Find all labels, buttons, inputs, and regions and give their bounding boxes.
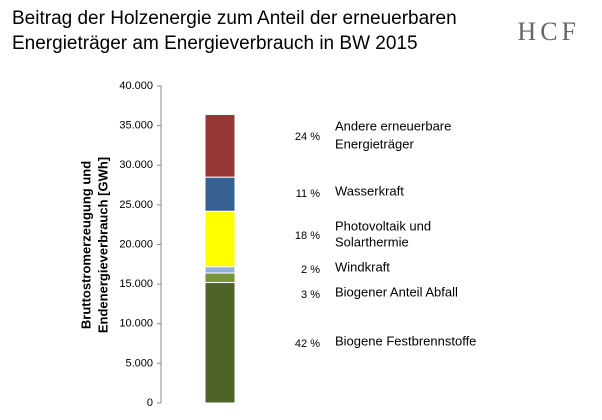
y-axis-title: Bruttostromerzeugung und Endenergieverbr…	[78, 157, 110, 333]
legend-share: 18 %	[295, 230, 320, 242]
legend-label: Solarthermie	[335, 234, 409, 249]
bar-segment	[204, 210, 236, 268]
y-tick-label: 35.000	[119, 120, 153, 132]
bar-segment	[204, 282, 236, 404]
legend-share: 11 %	[296, 188, 320, 200]
legend-share: 2 %	[301, 264, 320, 276]
legend-share: 3 %	[301, 289, 320, 301]
legend-label: Windkraft	[335, 259, 390, 274]
y-tick-label: 10.000	[119, 318, 153, 330]
y-tick-label: 5.000	[125, 357, 153, 369]
y-tick-label: 15.000	[119, 278, 153, 290]
legend-label: Photovoltaik und	[335, 218, 431, 233]
bar-segment	[204, 114, 236, 178]
y-tick-label: 25.000	[119, 199, 153, 211]
legend-label: Andere erneuerbare	[335, 118, 451, 133]
y-tick-label: 30.000	[119, 159, 153, 171]
y-axis-title-line: Endenergieverbrauch [GWh]	[95, 157, 110, 333]
y-tick-label: 20.000	[119, 238, 153, 250]
bar-segment	[204, 176, 236, 212]
bar-segment	[204, 272, 236, 284]
y-tick-label: 40.000	[119, 80, 153, 92]
legend-share: 24 %	[295, 131, 320, 143]
chart-title: Energieträger am Energieverbrauch in BW …	[12, 33, 418, 54]
legend-share: 42 %	[295, 338, 320, 350]
legend-label: Biogener Anteil Abfall	[335, 284, 458, 299]
y-tick-label: 0	[147, 397, 153, 409]
y-axis-title-line: Bruttostromerzeugung und	[78, 161, 93, 329]
legend-label: Biogene Festbrennstoffe	[335, 333, 476, 348]
legend-label: Energieträger	[335, 136, 414, 151]
legend-label: Wasserkraft	[335, 183, 404, 198]
chart-title: Beitrag der Holzenergie zum Anteil der e…	[12, 8, 457, 29]
bar-segment	[204, 266, 236, 274]
logo: HCF	[517, 17, 580, 46]
